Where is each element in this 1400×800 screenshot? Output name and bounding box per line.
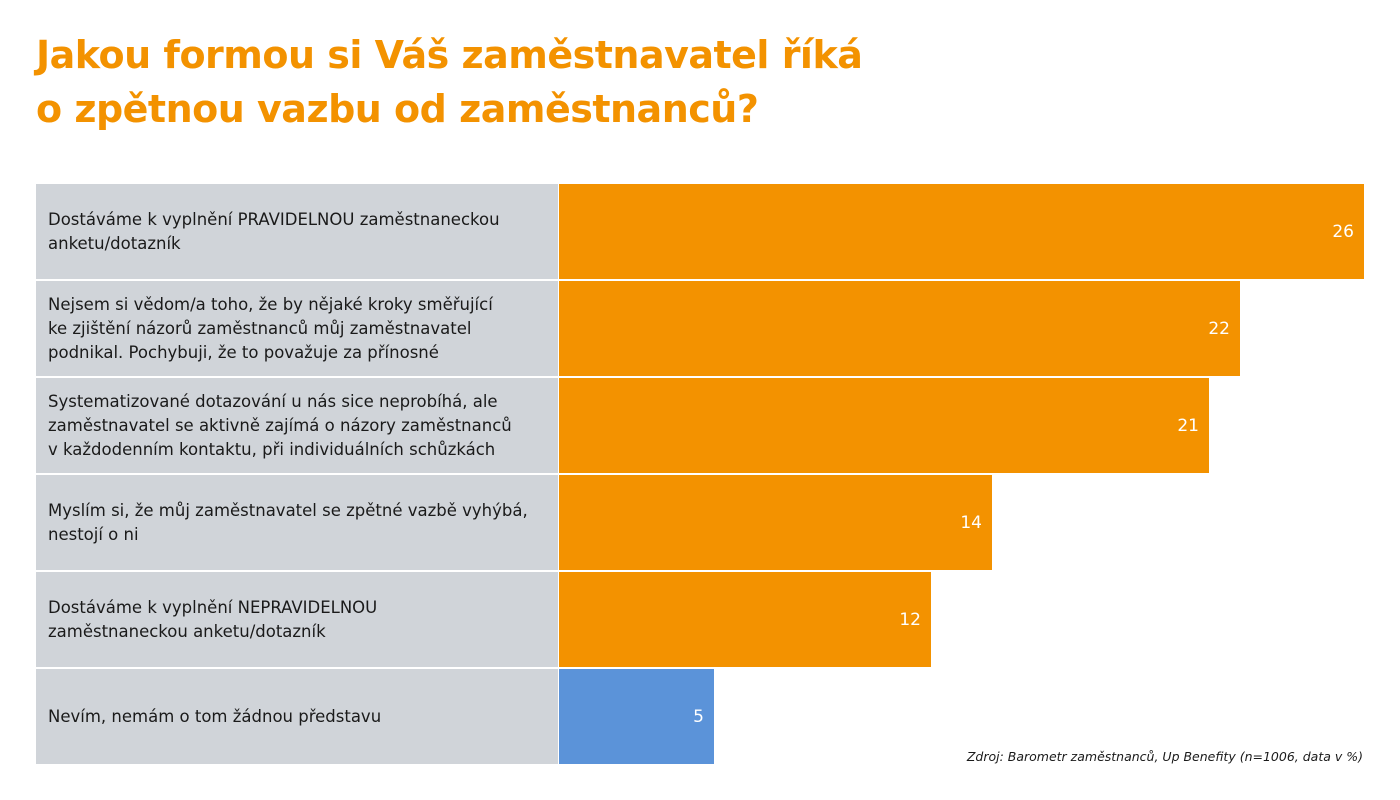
category-label-line: Nejsem si vědom/a toho, že by nějaké kro… [48,294,493,314]
source-note: Zdroj: Barometr zaměstnanců, Up Benefity… [966,749,1363,764]
category-label-line: Dostáváme k vyplnění NEPRAVIDELNOU [48,597,378,617]
bar-value-label: 14 [960,512,982,533]
category-label-text: Nevím, nemám o tom žádnou představu [48,705,381,729]
category-label-line: zaměstnaneckou anketu/dotazník [48,621,326,641]
bar-value-label: 26 [1332,221,1354,242]
bar-value-label: 22 [1208,318,1230,339]
category-label-text: Nejsem si vědom/a toho, že by nějaké kro… [48,293,493,365]
category-label: Nevím, nemám o tom žádnou představu [48,669,554,764]
title-line-2: o zpětnou vazbu od zaměstnanců? [36,87,759,131]
category-label-line: podnikal. Pochybuji, že to považuje za p… [48,342,439,362]
category-label-line: nestojí o ni [48,524,139,544]
chart-title: Jakou formou si Váš zaměstnavatel říká o… [36,28,863,136]
row-label-background [36,475,558,570]
category-label-line: ke zjištění názorů zaměstnanců můj zaměs… [48,318,472,338]
category-label-text: Myslím si, že můj zaměstnavatel se zpětn… [48,499,528,547]
category-label-text: Dostáváme k vyplnění PRAVIDELNOU zaměstn… [48,208,500,256]
bar-value-label: 12 [899,609,921,630]
category-label: Systematizované dotazování u nás sice ne… [48,378,554,473]
category-label-line: anketu/dotazník [48,233,181,253]
bar [559,378,1209,473]
category-label-line: Nevím, nemám o tom žádnou představu [48,706,382,726]
bar [559,572,931,667]
category-label-text: Systematizované dotazování u nás sice ne… [48,390,512,462]
category-label-line: v každodenním kontaktu, při individuální… [48,439,496,459]
category-label-line: zaměstnavatel se aktivně zajímá o názory… [48,415,512,435]
title-line-1: Jakou formou si Váš zaměstnavatel říká [36,33,863,77]
category-label-text: Dostáváme k vyplnění NEPRAVIDELNOU zaměst… [48,596,377,644]
category-label: Myslím si, že můj zaměstnavatel se zpětn… [48,475,554,570]
row-label-background [36,669,558,764]
category-label: Nejsem si vědom/a toho, že by nějaké kro… [48,281,554,376]
category-label: Dostáváme k vyplnění PRAVIDELNOU zaměstn… [48,184,554,279]
bar-value-label: 5 [693,706,704,727]
row-label-background [36,184,558,279]
bar [559,184,1364,279]
bar [559,281,1240,376]
bar-value-label: 21 [1177,415,1199,436]
category-label-line: Systematizované dotazování u nás sice ne… [48,391,498,411]
bar [559,475,992,570]
category-label-line: Dostáváme k vyplnění PRAVIDELNOU zaměstn… [48,209,500,229]
row-label-background [36,281,558,376]
bar [559,669,714,764]
category-label-line: Myslím si, že můj zaměstnavatel se zpětn… [48,500,528,520]
row-label-background [36,572,558,667]
category-label: Dostáváme k vyplnění NEPRAVIDELNOU zaměst… [48,572,554,667]
row-label-background [36,378,558,473]
